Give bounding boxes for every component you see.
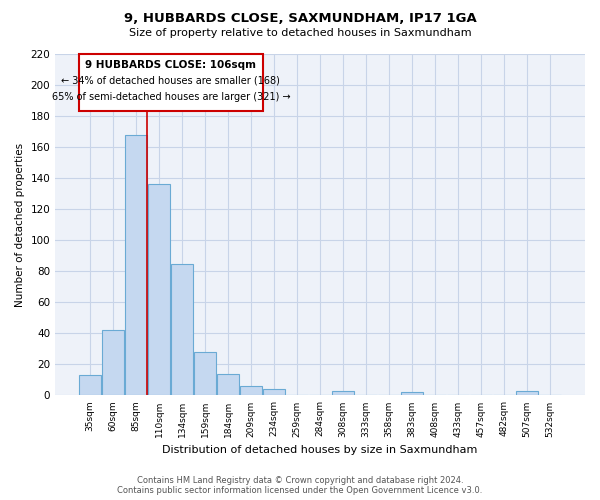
Bar — [516, 391, 538, 396]
Text: 65% of semi-detached houses are larger (321) →: 65% of semi-detached houses are larger (… — [52, 92, 290, 102]
Text: 9, HUBBARDS CLOSE, SAXMUNDHAM, IP17 1GA: 9, HUBBARDS CLOSE, SAXMUNDHAM, IP17 1GA — [124, 12, 476, 26]
Bar — [401, 392, 423, 396]
Bar — [79, 376, 101, 396]
Bar — [240, 386, 262, 396]
Text: ← 34% of detached houses are smaller (168): ← 34% of detached houses are smaller (16… — [61, 76, 280, 86]
FancyBboxPatch shape — [79, 54, 263, 112]
Bar — [148, 184, 170, 396]
Bar — [171, 264, 193, 396]
Text: 9 HUBBARDS CLOSE: 106sqm: 9 HUBBARDS CLOSE: 106sqm — [85, 60, 256, 70]
Bar — [332, 391, 354, 396]
Text: Contains HM Land Registry data © Crown copyright and database right 2024.
Contai: Contains HM Land Registry data © Crown c… — [118, 476, 482, 495]
Bar — [102, 330, 124, 396]
Bar — [217, 374, 239, 396]
Bar — [263, 389, 285, 396]
Y-axis label: Number of detached properties: Number of detached properties — [15, 142, 25, 307]
X-axis label: Distribution of detached houses by size in Saxmundham: Distribution of detached houses by size … — [163, 445, 478, 455]
Bar — [125, 134, 147, 396]
Text: Size of property relative to detached houses in Saxmundham: Size of property relative to detached ho… — [128, 28, 472, 38]
Bar — [194, 352, 216, 396]
